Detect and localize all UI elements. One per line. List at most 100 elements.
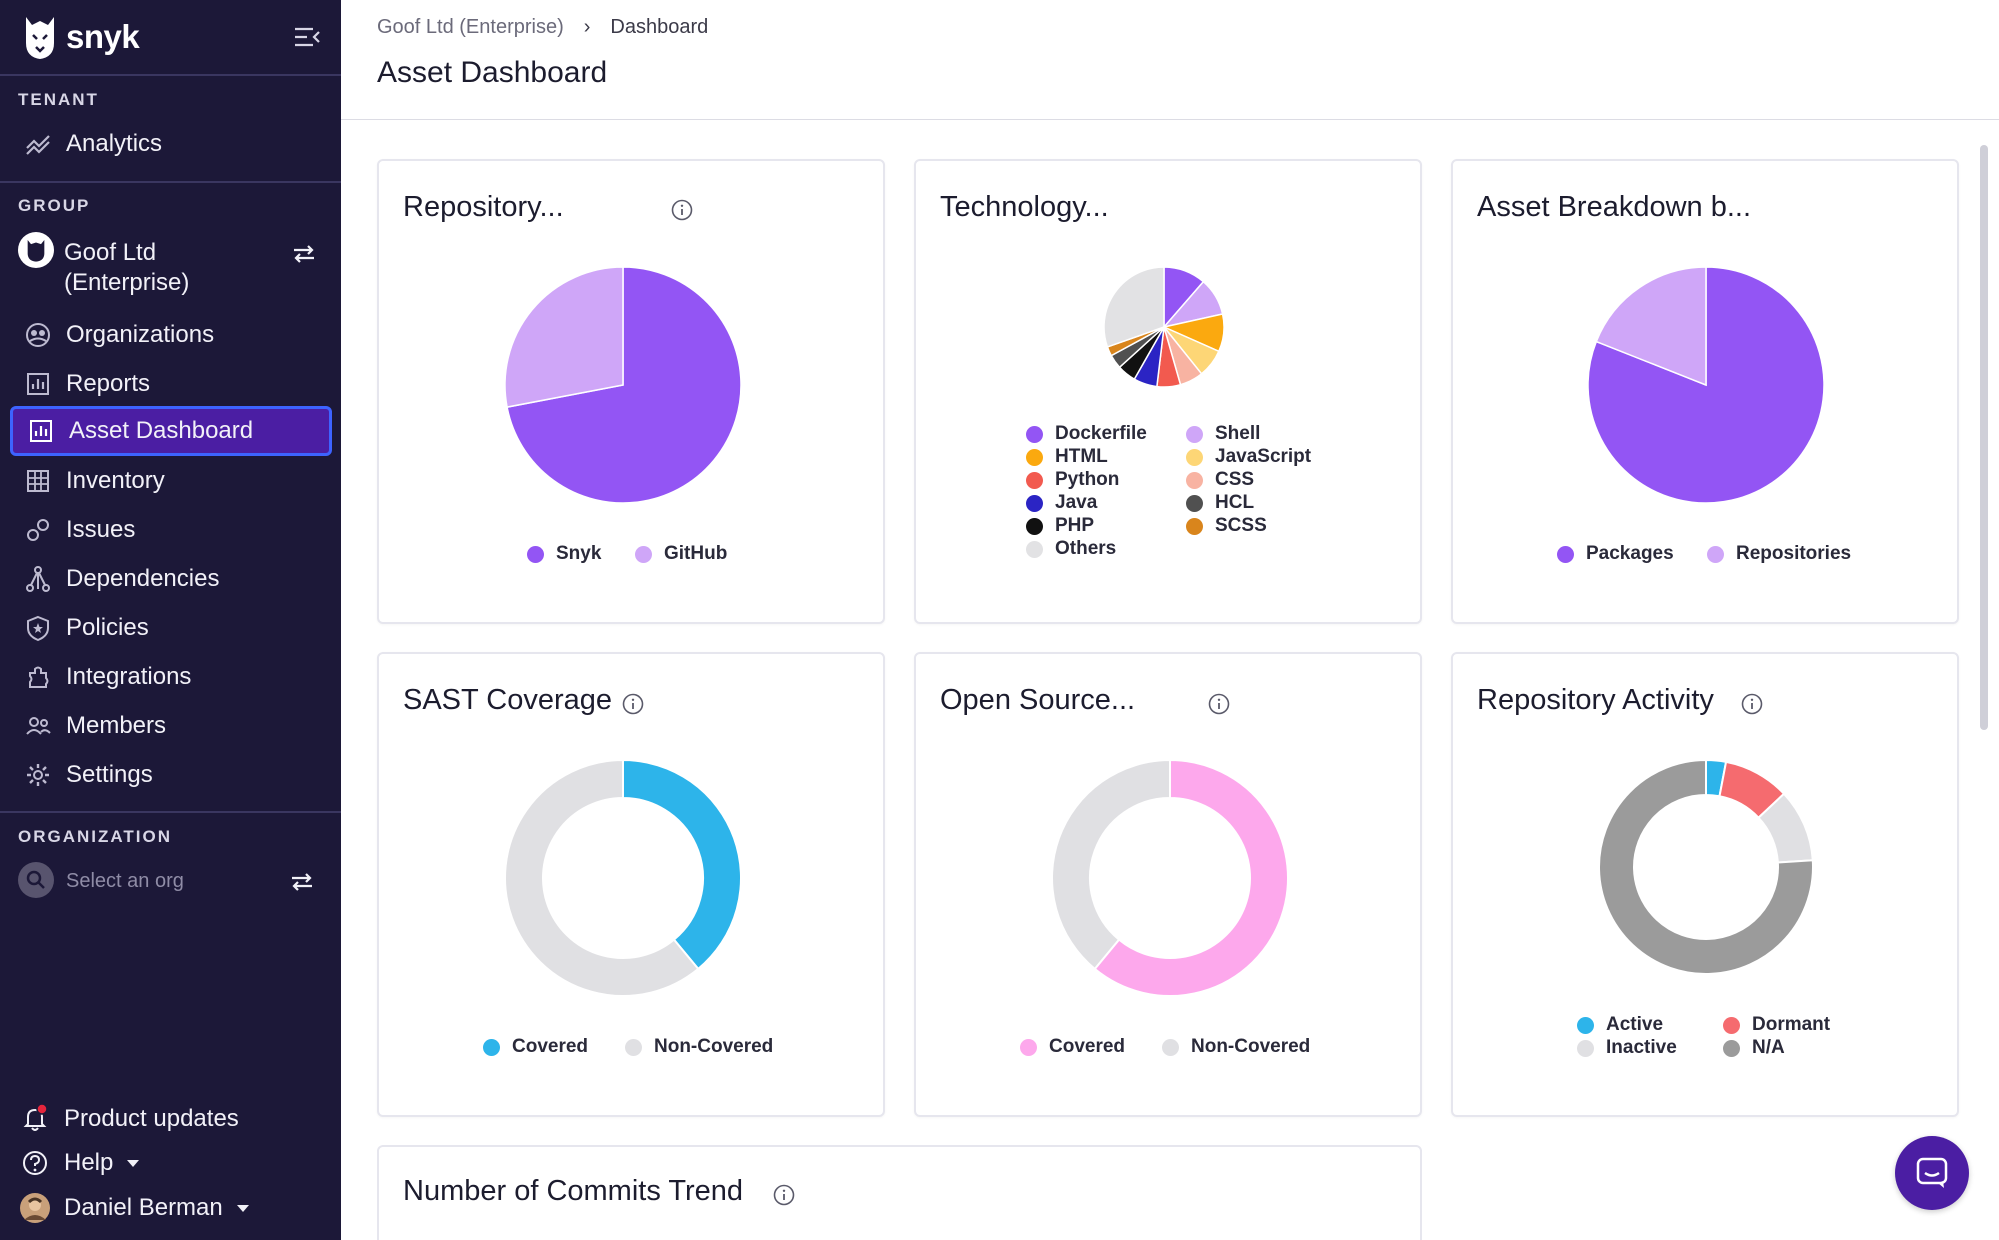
- legend-swatch: [1723, 1039, 1740, 1057]
- snyk-logo-icon[interactable]: [22, 13, 58, 61]
- sidebar-item-label: Inventory: [66, 467, 165, 494]
- legend-swatch: [1026, 540, 1043, 558]
- slice-n-a[interactable]: [1598, 758, 1814, 975]
- repository-activity-donut-chart[interactable]: [1597, 758, 1815, 976]
- sidebar-item-inventory[interactable]: Inventory: [10, 456, 332, 506]
- legend-item[interactable]: Dormant: [1723, 1014, 1830, 1036]
- repository-card: Repository... Snyk GitHub: [377, 159, 885, 624]
- divider: [0, 181, 341, 183]
- sidebar-item-asset-dashboard[interactable]: Asset Dashboard: [10, 406, 332, 456]
- legend-item[interactable]: Active: [1577, 1014, 1663, 1036]
- card-title: Repository Activity: [1477, 684, 1714, 716]
- dependencies-icon: [26, 566, 50, 592]
- sidebar-item-members[interactable]: Members: [10, 701, 332, 751]
- group-selector[interactable]: Goof Ltd (Enterprise): [18, 230, 324, 300]
- legend-label: Repositories: [1736, 543, 1852, 564]
- legend-label: CSS: [1215, 469, 1255, 490]
- sidebar-item-reports[interactable]: Reports: [10, 359, 332, 409]
- help-menu[interactable]: Help: [20, 1148, 140, 1178]
- legend-item[interactable]: Covered: [1020, 1036, 1125, 1058]
- legend-item[interactable]: Python: [1026, 469, 1119, 491]
- legend-label: Covered: [512, 1036, 589, 1057]
- product-updates-link[interactable]: Product updates: [20, 1104, 239, 1134]
- repository-activity-card: Repository Activity Active Dormant Inactiv…: [1451, 652, 1959, 1117]
- legend-item[interactable]: Packages: [1557, 543, 1674, 565]
- legend-item[interactable]: Shell: [1186, 423, 1260, 445]
- legend-item[interactable]: Repositories: [1707, 543, 1851, 565]
- chat-launcher-button[interactable]: [1895, 1136, 1969, 1210]
- org-select-placeholder: Select an org: [66, 870, 184, 892]
- sidebar-item-issues[interactable]: Issues: [10, 505, 332, 555]
- legend-item[interactable]: SCSS: [1186, 515, 1267, 537]
- sidebar-item-analytics[interactable]: Analytics: [10, 119, 332, 169]
- info-icon[interactable]: [671, 199, 693, 221]
- legend-item[interactable]: Covered: [483, 1036, 588, 1058]
- repository-pie-chart[interactable]: [503, 265, 743, 505]
- technology-pie-chart[interactable]: [1102, 265, 1226, 389]
- slice-snyk[interactable]: [506, 266, 742, 504]
- slice-covered[interactable]: [1093, 758, 1289, 997]
- technology-card: Technology... Dockerfile Shell HTML JavaScr…: [914, 159, 1422, 624]
- legend-item[interactable]: HCL: [1186, 492, 1254, 514]
- legend-item[interactable]: Snyk: [527, 543, 601, 565]
- sidebar-item-integrations[interactable]: Integrations: [10, 652, 332, 702]
- legend-swatch: [1557, 545, 1574, 563]
- legend-swatch: [1026, 471, 1043, 489]
- info-icon[interactable]: [1741, 693, 1763, 715]
- slice-github[interactable]: [504, 266, 624, 408]
- legend-item[interactable]: CSS: [1186, 469, 1254, 491]
- sidebar-item-label: Settings: [66, 761, 153, 788]
- main-scrollbar[interactable]: [1980, 145, 1988, 730]
- legend-item[interactable]: GitHub: [635, 543, 727, 565]
- legend-item[interactable]: Java: [1026, 492, 1097, 514]
- collapse-sidebar-icon[interactable]: [293, 24, 321, 50]
- info-icon[interactable]: [622, 693, 644, 715]
- organization-section-label: ORGANIZATION: [18, 827, 173, 846]
- org-selector[interactable]: Select an org: [18, 862, 324, 902]
- legend-item[interactable]: Others: [1026, 538, 1116, 560]
- legend-item[interactable]: JavaScript: [1186, 446, 1311, 468]
- card-title: SAST Coverage: [403, 684, 613, 716]
- slice-packages[interactable]: [1587, 266, 1825, 504]
- legend-label: PHP: [1055, 515, 1095, 536]
- legend-swatch: [1026, 517, 1043, 535]
- legend-label: SCSS: [1215, 515, 1267, 536]
- legend-label: Dockerfile: [1055, 423, 1147, 444]
- user-menu[interactable]: Daniel Berman: [20, 1193, 249, 1223]
- slice-others[interactable]: [1103, 266, 1165, 348]
- legend-item[interactable]: Dockerfile: [1026, 423, 1147, 445]
- sidebar-item-policies[interactable]: Policies: [10, 603, 332, 653]
- slice-covered[interactable]: [622, 758, 742, 971]
- legend-item[interactable]: N/A: [1723, 1037, 1785, 1059]
- legend-label: HCL: [1215, 492, 1255, 513]
- product-updates-label: Product updates: [64, 1105, 239, 1132]
- legend-item[interactable]: Inactive: [1577, 1037, 1677, 1059]
- legend-swatch: [1186, 494, 1203, 512]
- switch-org-icon[interactable]: [288, 870, 316, 894]
- chevron-right-icon: ›: [583, 16, 591, 38]
- legend-swatch: [1026, 425, 1043, 443]
- sidebar-item-settings[interactable]: Settings: [10, 750, 332, 800]
- slice-non-covered[interactable]: [504, 758, 700, 997]
- breadcrumb-item-group[interactable]: Goof Ltd (Enterprise): [377, 16, 564, 38]
- slice-non-covered[interactable]: [1051, 758, 1171, 971]
- open-source-donut-chart[interactable]: [1050, 758, 1290, 998]
- legend-item[interactable]: PHP: [1026, 515, 1094, 537]
- switch-group-icon[interactable]: [290, 242, 318, 266]
- sidebar-item-label: Members: [66, 712, 167, 739]
- sidebar-item-dependencies[interactable]: Dependencies: [10, 554, 332, 604]
- legend-item[interactable]: Non-Covered: [1162, 1036, 1310, 1058]
- asset-breakdown-pie-chart[interactable]: [1586, 265, 1826, 505]
- info-icon[interactable]: [773, 1184, 795, 1206]
- search-icon: [26, 870, 45, 889]
- sast-donut-chart[interactable]: [503, 758, 743, 998]
- sidebar-item-organizations[interactable]: Organizations: [10, 310, 332, 360]
- info-icon[interactable]: [1208, 693, 1230, 715]
- slice-repositories[interactable]: [1595, 266, 1707, 387]
- chevron-down-icon: [236, 1204, 249, 1212]
- avatar: [20, 1193, 50, 1223]
- legend-item[interactable]: HTML: [1026, 446, 1108, 468]
- legend-item[interactable]: Non-Covered: [625, 1036, 773, 1058]
- user-name: Daniel Berman: [64, 1194, 223, 1221]
- card-title: Technology...: [940, 191, 1109, 223]
